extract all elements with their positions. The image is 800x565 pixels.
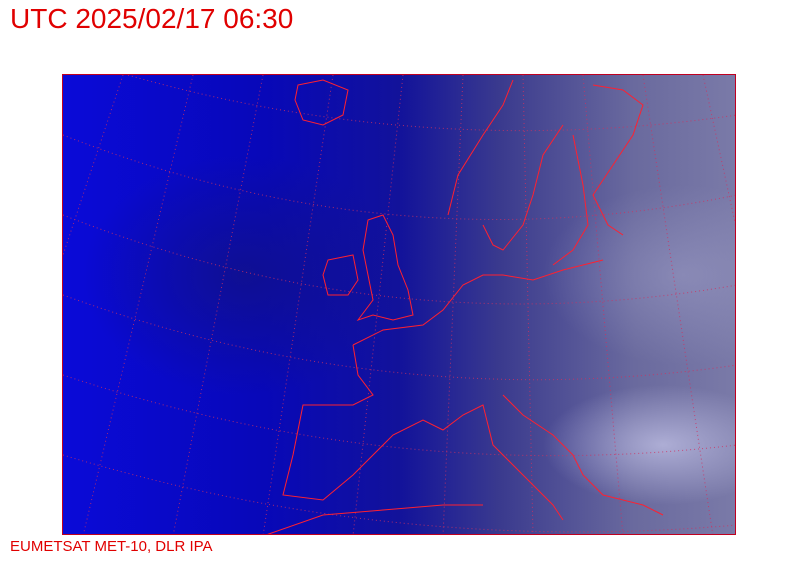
map-overlay [63,75,735,534]
satellite-map [62,74,736,535]
lat-lon-grid [63,75,735,534]
mediterranean-coast [267,504,483,534]
coastlines [267,79,664,534]
iceland-coast [294,79,349,126]
continental-coast [282,259,664,521]
baltic-coast [592,84,644,236]
great-britain-coast [356,214,414,321]
ireland-coast [322,254,359,296]
timestamp-title: UTC 2025/02/17 06:30 [10,3,294,34]
data-source-credit: EUMETSAT MET-10, DLR IPA [10,538,213,555]
scandinavia-coast [447,79,589,266]
